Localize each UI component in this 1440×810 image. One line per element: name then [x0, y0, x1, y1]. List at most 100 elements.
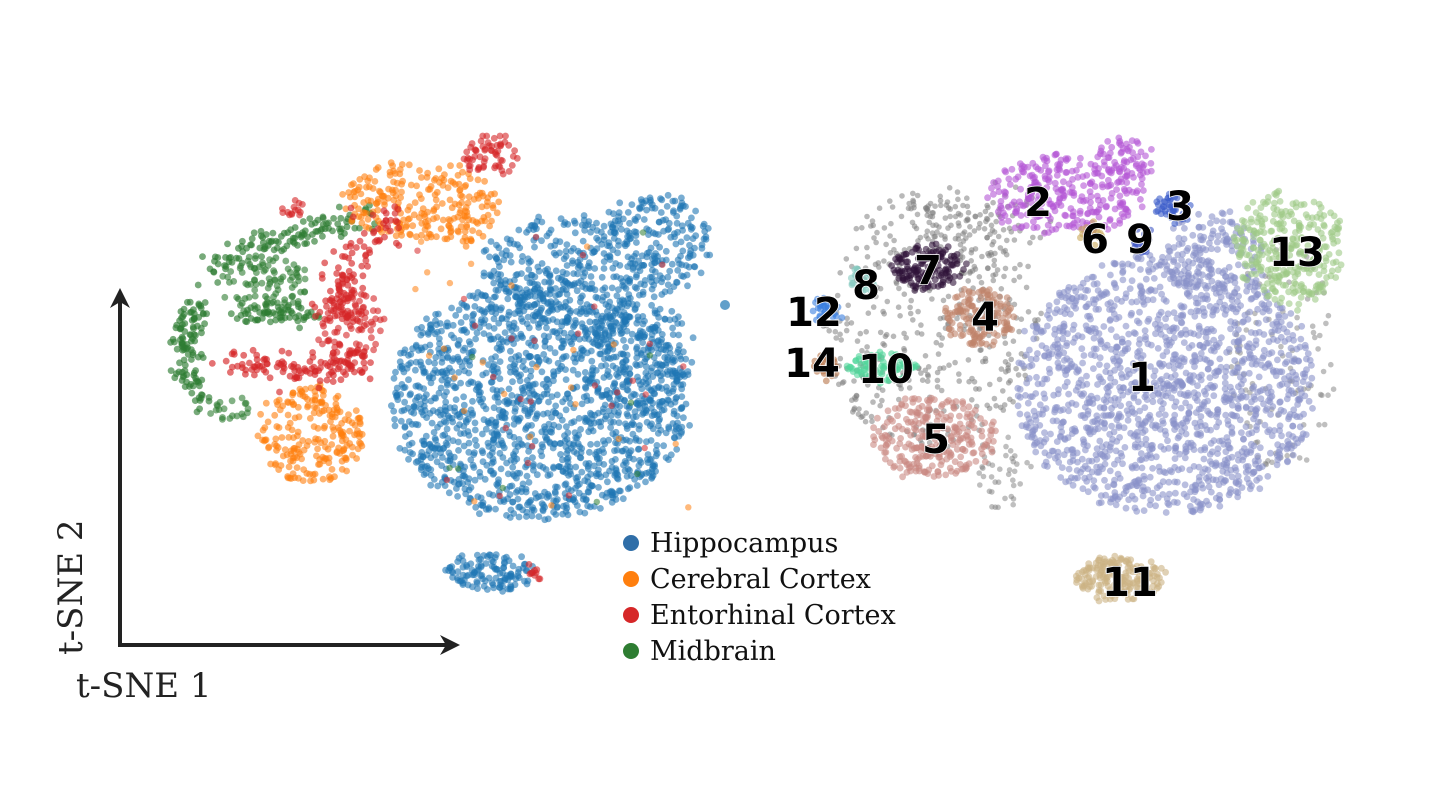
point-entorhinal-cortex: [491, 164, 498, 172]
point-midbrain: [646, 352, 654, 359]
point-midbrain: [296, 324, 303, 332]
point-hippocampus: [611, 447, 618, 455]
point-entorhinal-cortex: [499, 170, 507, 178]
point-midbrain: [334, 220, 342, 228]
point-hippocampus: [501, 398, 509, 405]
point-midbrain: [188, 316, 196, 324]
point-hippocampus: [657, 209, 665, 216]
point-hippocampus: [398, 362, 406, 370]
point-hippocampus: [598, 362, 605, 370]
point-hippocampus: [578, 400, 586, 408]
point-unassigned: [990, 199, 996, 206]
point-hippocampus: [503, 512, 510, 519]
point-hippocampus: [653, 277, 660, 284]
point-cerebral-cortex: [396, 166, 404, 173]
point-unassigned: [991, 257, 998, 264]
point-cluster-1: [1104, 483, 1112, 491]
point-hippocampus: [443, 441, 451, 449]
point-hippocampus: [544, 299, 552, 306]
point-hippocampus: [564, 511, 572, 519]
point-cluster-1: [1041, 462, 1048, 469]
point-unassigned: [1027, 240, 1033, 246]
point-hippocampus: [401, 346, 409, 354]
point-cluster-1: [1041, 429, 1048, 437]
point-cerebral-cortex: [489, 204, 497, 212]
point-hippocampus: [545, 420, 553, 428]
point-hippocampus: [649, 399, 657, 407]
point-cluster-1: [1059, 418, 1067, 426]
point-hippocampus: [482, 246, 490, 254]
point-hippocampus: [533, 412, 541, 420]
point-entorhinal-cortex: [296, 211, 303, 219]
point-hippocampus: [535, 356, 543, 364]
point-midbrain: [210, 268, 218, 275]
point-hippocampus: [496, 358, 504, 365]
point-midbrain: [236, 264, 244, 272]
point-unassigned: [899, 193, 905, 199]
point-entorhinal-cortex: [258, 363, 266, 370]
point-hippocampus: [636, 422, 643, 429]
point-unassigned: [1001, 402, 1008, 408]
point-cluster-1: [1210, 392, 1218, 400]
point-hippocampus: [555, 423, 563, 431]
point-cerebral-cortex: [284, 474, 292, 482]
point-unassigned: [937, 193, 943, 200]
point-cerebral-cortex: [413, 182, 420, 190]
point-hippocampus: [479, 430, 486, 438]
point-entorhinal-cortex: [414, 247, 421, 254]
point-hippocampus: [487, 238, 495, 245]
point-cerebral-cortex: [416, 167, 423, 174]
point-hippocampus: [487, 551, 494, 559]
point-hippocampus: [430, 476, 438, 483]
point-cerebral-cortex: [303, 442, 311, 449]
point-hippocampus: [491, 394, 499, 401]
point-midbrain: [264, 295, 271, 303]
point-unassigned: [1310, 329, 1317, 336]
point-entorhinal-cortex: [334, 365, 342, 373]
point-midbrain: [227, 310, 235, 318]
point-entorhinal-cortex: [359, 272, 367, 280]
point-cerebral-cortex: [279, 452, 287, 460]
point-midbrain: [247, 263, 255, 271]
point-unassigned: [889, 204, 896, 210]
point-unassigned: [940, 365, 947, 371]
point-hippocampus: [410, 403, 418, 410]
point-cerebral-cortex: [328, 441, 336, 448]
point-cerebral-cortex: [355, 213, 363, 221]
point-entorhinal-cortex: [531, 337, 538, 344]
point-cluster-1: [1096, 354, 1104, 362]
point-cerebral-cortex: [462, 182, 470, 189]
point-entorhinal-cortex: [345, 254, 352, 262]
point-entorhinal-cortex: [361, 364, 369, 372]
point-cerebral-cortex: [431, 176, 438, 184]
point-unassigned: [1017, 481, 1023, 487]
point-hippocampus: [598, 393, 606, 400]
point-midbrain: [187, 331, 195, 339]
point-hippocampus: [445, 489, 453, 497]
point-entorhinal-cortex: [335, 264, 342, 272]
point-entorhinal-cortex: [508, 162, 516, 169]
point-midbrain: [634, 470, 641, 478]
point-hippocampus: [562, 406, 570, 414]
point-hippocampus: [417, 405, 425, 413]
point-hippocampus: [678, 194, 685, 202]
point-cerebral-cortex: [277, 462, 285, 469]
point-entorhinal-cortex: [251, 371, 258, 379]
point-entorhinal-cortex: [368, 334, 375, 342]
point-unassigned: [998, 286, 1005, 292]
point-cluster-1: [1097, 499, 1105, 506]
point-unassigned: [1028, 463, 1034, 470]
point-cerebral-cortex: [349, 443, 356, 451]
point-hippocampus: [511, 440, 519, 448]
point-hippocampus: [662, 247, 670, 255]
point-hippocampus: [665, 456, 672, 463]
point-unassigned: [874, 229, 880, 236]
point-hippocampus: [599, 297, 606, 304]
point-cerebral-cortex: [333, 448, 341, 456]
point-entorhinal-cortex: [524, 459, 532, 467]
point-hippocampus: [616, 402, 624, 410]
point-unassigned: [934, 369, 941, 376]
point-unassigned: [1000, 227, 1007, 233]
point-unassigned: [946, 362, 952, 369]
point-cerebral-cortex: [346, 427, 353, 435]
